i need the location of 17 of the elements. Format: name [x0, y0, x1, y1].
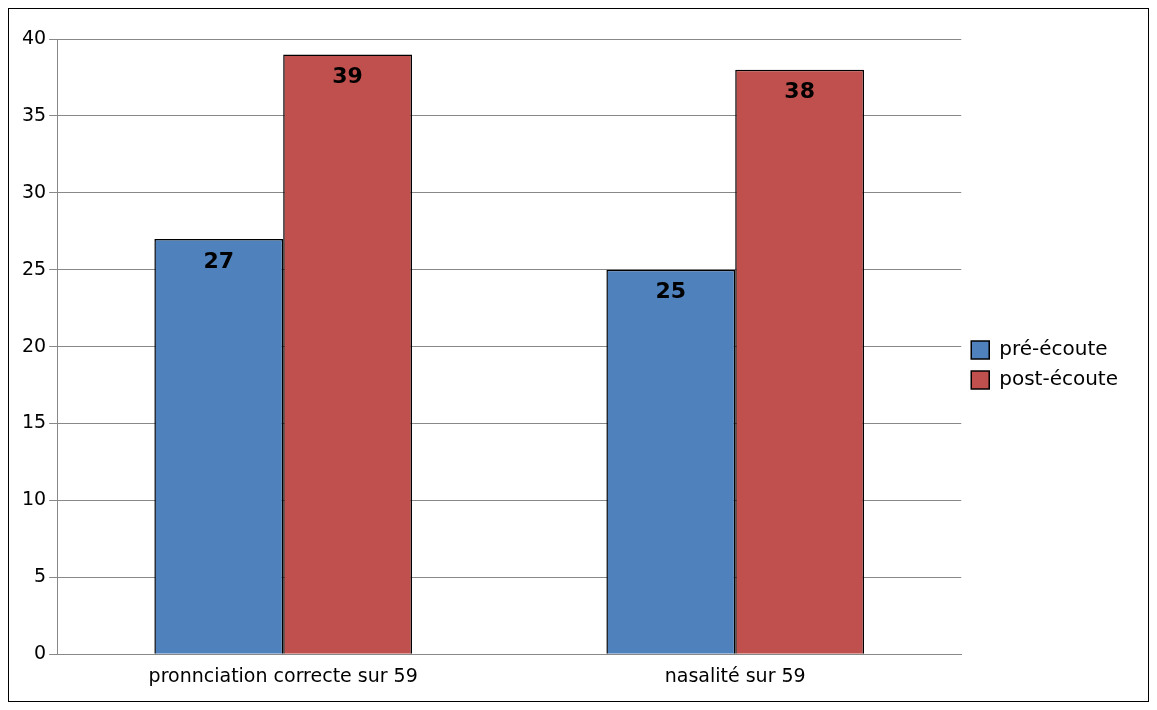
y-tick-label: 15: [21, 410, 47, 433]
data-label: 39: [332, 63, 363, 89]
data-label: 27: [203, 247, 235, 273]
y-tick-label: 35: [21, 102, 47, 125]
y-tick-label: 0: [34, 641, 47, 664]
y-tick-label: 40: [21, 25, 47, 48]
legend-label: pré-écoute: [999, 336, 1108, 361]
y-tick-label: 20: [21, 333, 47, 356]
y-tick-label: 5: [34, 564, 47, 587]
y-tick-label: 30: [21, 179, 47, 202]
x-tick-label: pronnciation correcte sur 59: [148, 663, 418, 686]
data-label: 38: [784, 78, 815, 104]
x-tick-label: nasalité sur 59: [664, 663, 806, 686]
legend-label: post-écoute: [999, 366, 1119, 391]
data-label: 25: [655, 278, 687, 304]
y-tick-label: 10: [21, 487, 47, 510]
y-tick-label: 25: [21, 256, 47, 279]
